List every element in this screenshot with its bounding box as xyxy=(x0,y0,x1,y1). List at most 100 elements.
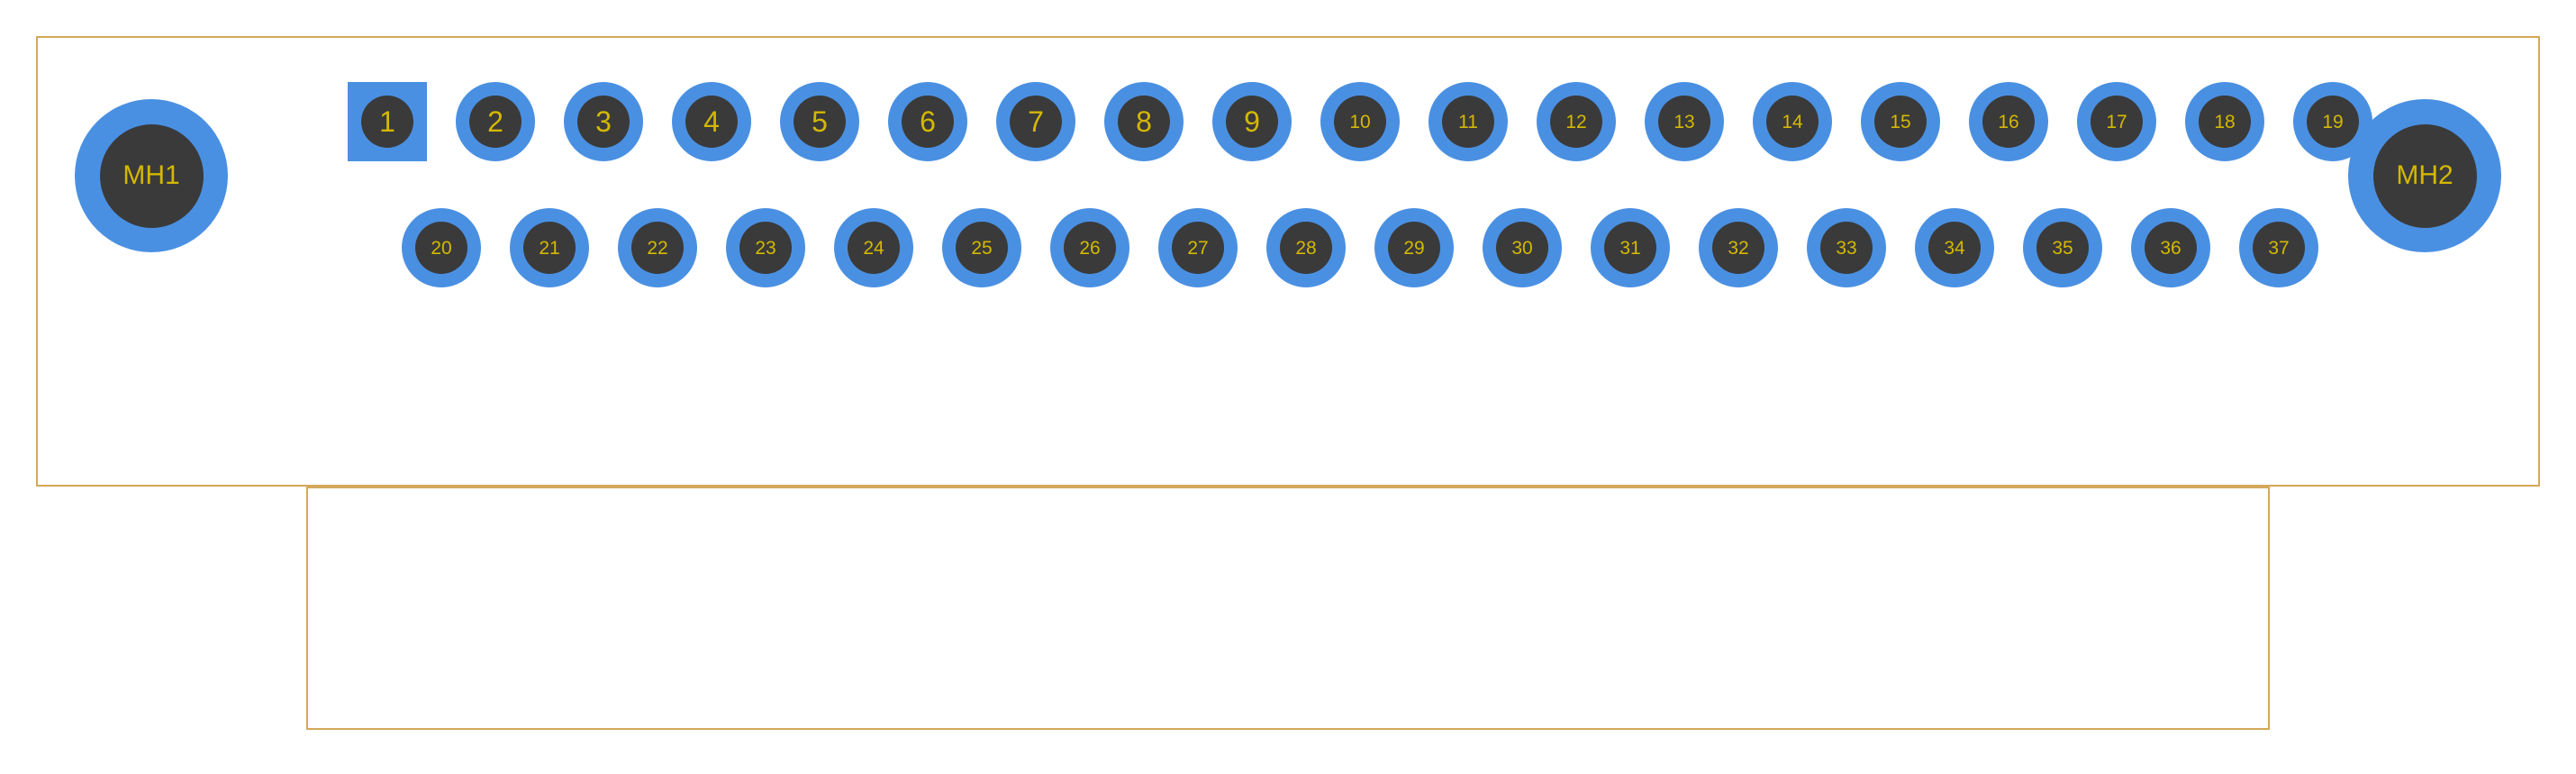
pin-27-label: 27 xyxy=(1187,239,1208,258)
mounting-hole-mh1-label: MH1 xyxy=(122,162,179,189)
pin-7-label: 7 xyxy=(1028,107,1044,136)
pin-37-label: 37 xyxy=(2268,239,2289,258)
pin-8-hole: 8 xyxy=(1118,96,1170,148)
pin-10-label: 10 xyxy=(1349,113,1370,132)
pin-16: 16 xyxy=(1969,82,2048,161)
pin-26-label: 26 xyxy=(1079,239,1100,258)
pin-26: 26 xyxy=(1050,208,1129,287)
pin-25-label: 25 xyxy=(971,239,992,258)
pin-5: 5 xyxy=(780,82,859,161)
pin-31: 31 xyxy=(1591,208,1670,287)
pin-11: 11 xyxy=(1429,82,1508,161)
pin-7-hole: 7 xyxy=(1010,96,1062,148)
pin-23-hole: 23 xyxy=(739,222,792,274)
pin-21-hole: 21 xyxy=(523,222,576,274)
pin-34: 34 xyxy=(1915,208,1994,287)
pin-10: 10 xyxy=(1320,82,1400,161)
pin-14: 14 xyxy=(1753,82,1832,161)
pin-1-hole: 1 xyxy=(361,96,413,148)
pin-36: 36 xyxy=(2131,208,2210,287)
pin-19-label: 19 xyxy=(2322,113,2343,132)
pin-30-hole: 30 xyxy=(1496,222,1548,274)
pin-5-hole: 5 xyxy=(794,96,846,148)
pin-9-label: 9 xyxy=(1244,107,1260,136)
footprint-canvas: MH1MH21234567891011121314151617181920212… xyxy=(0,0,2576,774)
pin-27-hole: 27 xyxy=(1172,222,1224,274)
pin-6-hole: 6 xyxy=(902,96,954,148)
pin-32: 32 xyxy=(1699,208,1778,287)
pin-2: 2 xyxy=(456,82,535,161)
pin-12-label: 12 xyxy=(1565,113,1586,132)
mounting-hole-mh2-hole: MH2 xyxy=(2373,124,2477,228)
pin-36-hole: 36 xyxy=(2145,222,2197,274)
pin-28-label: 28 xyxy=(1295,239,1316,258)
pin-1: 1 xyxy=(348,82,427,161)
pin-13-hole: 13 xyxy=(1658,96,1710,148)
pin-36-label: 36 xyxy=(2160,239,2181,258)
pin-2-hole: 2 xyxy=(469,96,522,148)
pin-18: 18 xyxy=(2185,82,2264,161)
pin-7: 7 xyxy=(996,82,1075,161)
pin-17-label: 17 xyxy=(2106,113,2127,132)
pin-14-hole: 14 xyxy=(1766,96,1819,148)
pin-3-label: 3 xyxy=(595,107,612,136)
pin-3-hole: 3 xyxy=(577,96,630,148)
pin-12: 12 xyxy=(1537,82,1616,161)
pin-22: 22 xyxy=(618,208,697,287)
pin-20-label: 20 xyxy=(431,239,451,258)
pin-20-hole: 20 xyxy=(415,222,467,274)
pin-34-label: 34 xyxy=(1944,239,1964,258)
pin-1-label: 1 xyxy=(379,107,395,136)
pin-4-hole: 4 xyxy=(685,96,738,148)
pin-29: 29 xyxy=(1374,208,1454,287)
pin-37: 37 xyxy=(2239,208,2318,287)
pin-24-hole: 24 xyxy=(848,222,900,274)
pin-18-hole: 18 xyxy=(2199,96,2251,148)
pin-18-label: 18 xyxy=(2214,113,2235,132)
pin-34-hole: 34 xyxy=(1928,222,1981,274)
pin-13-label: 13 xyxy=(1673,113,1694,132)
pin-12-hole: 12 xyxy=(1550,96,1602,148)
pin-8: 8 xyxy=(1104,82,1184,161)
pin-9: 9 xyxy=(1212,82,1292,161)
pin-6-label: 6 xyxy=(920,107,936,136)
pin-29-label: 29 xyxy=(1403,239,1424,258)
pin-26-hole: 26 xyxy=(1064,222,1116,274)
pin-31-label: 31 xyxy=(1619,239,1640,258)
pin-35-hole: 35 xyxy=(2036,222,2089,274)
pin-28-hole: 28 xyxy=(1280,222,1332,274)
pin-24-label: 24 xyxy=(863,239,884,258)
pin-15-label: 15 xyxy=(1890,113,1910,132)
pin-27: 27 xyxy=(1158,208,1238,287)
pin-11-label: 11 xyxy=(1458,113,1478,132)
pin-32-label: 32 xyxy=(1728,239,1748,258)
pin-29-hole: 29 xyxy=(1388,222,1440,274)
pin-30: 30 xyxy=(1483,208,1562,287)
pin-5-label: 5 xyxy=(812,107,828,136)
pin-33: 33 xyxy=(1807,208,1886,287)
pin-17-hole: 17 xyxy=(2091,96,2143,148)
pin-28: 28 xyxy=(1266,208,1346,287)
pin-33-hole: 33 xyxy=(1820,222,1873,274)
pin-11-hole: 11 xyxy=(1442,96,1494,148)
pin-30-label: 30 xyxy=(1511,239,1532,258)
pin-16-hole: 16 xyxy=(1982,96,2035,148)
pin-31-hole: 31 xyxy=(1604,222,1656,274)
pin-4-label: 4 xyxy=(703,107,720,136)
pin-32-hole: 32 xyxy=(1712,222,1764,274)
mounting-hole-mh1: MH1 xyxy=(75,99,228,252)
pin-2-label: 2 xyxy=(487,107,503,136)
pin-16-label: 16 xyxy=(1998,113,2018,132)
pin-19-hole: 19 xyxy=(2307,96,2359,148)
pin-22-hole: 22 xyxy=(631,222,684,274)
pin-37-hole: 37 xyxy=(2253,222,2305,274)
pin-3: 3 xyxy=(564,82,643,161)
pin-23-label: 23 xyxy=(755,239,776,258)
pin-4: 4 xyxy=(672,82,751,161)
pin-21: 21 xyxy=(510,208,589,287)
pin-6: 6 xyxy=(888,82,967,161)
pin-19: 19 xyxy=(2293,82,2372,161)
pin-33-label: 33 xyxy=(1836,239,1856,258)
pin-14-label: 14 xyxy=(1782,113,1802,132)
pin-15: 15 xyxy=(1861,82,1940,161)
